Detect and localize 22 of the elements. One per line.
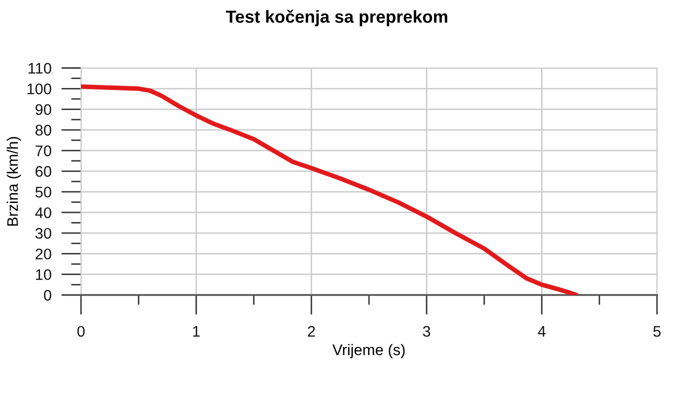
y-tick-label: 80 bbox=[36, 124, 52, 136]
y-axis-title: Brzina (km/h) bbox=[6, 137, 21, 226]
x-tick-label: 3 bbox=[422, 326, 430, 337]
y-tick-label: 60 bbox=[36, 166, 52, 177]
line-series bbox=[81, 84, 579, 295]
y-tick-label: 110 bbox=[28, 62, 52, 74]
y-tick-label: 40 bbox=[35, 207, 52, 218]
y-tick-label: 70 bbox=[36, 145, 52, 156]
x-tick-label: 5 bbox=[653, 326, 661, 337]
y-tick-label: 30 bbox=[35, 228, 52, 239]
y-tick-label: 10 bbox=[36, 269, 52, 280]
y-tick-label: 90 bbox=[36, 104, 52, 115]
y-tick-label: 0 bbox=[44, 290, 52, 301]
y-tick-label: 20 bbox=[36, 248, 52, 260]
x-tick-label: 2 bbox=[308, 326, 315, 337]
x-tick-label: 0 bbox=[77, 326, 85, 337]
x-axis-title: Vrijeme (s) bbox=[332, 344, 405, 358]
x-tick-label: 1 bbox=[193, 326, 200, 337]
chart-title: Test kočenja sa preprekom bbox=[226, 10, 448, 26]
y-tick-label: 50 bbox=[35, 186, 52, 198]
x-tick-label: 4 bbox=[538, 326, 546, 337]
y-tick-label: 100 bbox=[28, 84, 52, 94]
